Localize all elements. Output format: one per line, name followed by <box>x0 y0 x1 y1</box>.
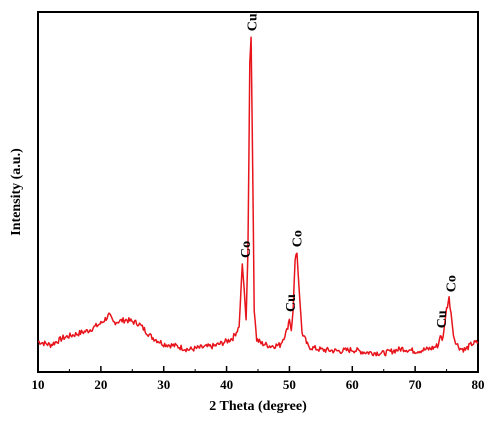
x-tick-label: 50 <box>283 377 296 392</box>
peak-annotations: Cu Co Cu Co Cu Co <box>239 13 459 328</box>
xrd-pattern-line <box>37 36 479 357</box>
x-tick-label: 20 <box>94 377 107 392</box>
x-tick-label: 60 <box>346 377 359 392</box>
peak-label: Cu <box>435 310 450 328</box>
peak-label: Cu <box>284 294 299 312</box>
peak-label: Co <box>444 275 459 292</box>
x-axis-label: 2 Theta (degree) <box>209 399 307 414</box>
peak-label: Cu <box>245 13 260 31</box>
x-tick-label: 40 <box>220 377 233 392</box>
peak-label: Co <box>239 241 254 258</box>
y-axis-label: Intensity (a.u.) <box>9 148 24 236</box>
x-tick-label: 10 <box>32 377 45 392</box>
plot-frame <box>37 11 479 373</box>
peak-label: Co <box>290 230 305 247</box>
x-tick-label: 30 <box>157 377 170 392</box>
x-ticks: 10 20 30 40 50 60 70 80 <box>32 366 485 392</box>
x-tick-label: 70 <box>409 377 422 392</box>
x-tick-label: 80 <box>472 377 485 392</box>
